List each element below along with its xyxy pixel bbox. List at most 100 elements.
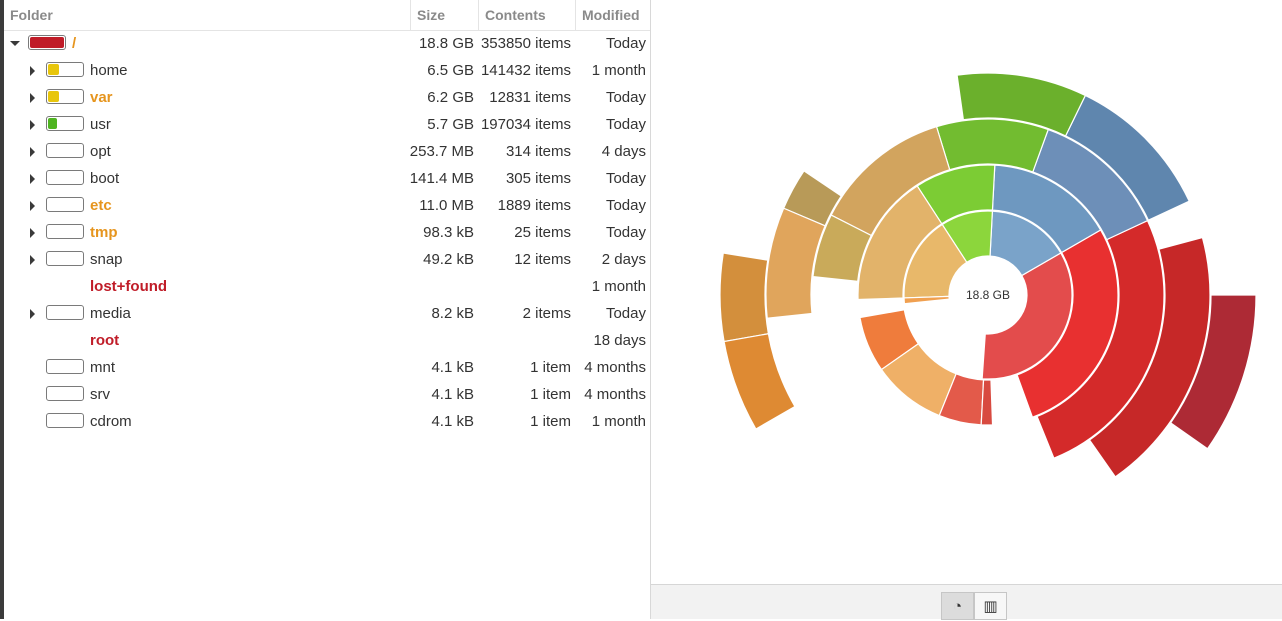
ring-segment[interactable] (903, 295, 950, 305)
ring-segment[interactable] (1064, 94, 1190, 221)
folder-size: 4.1 kB (431, 413, 474, 430)
tree-row[interactable]: opt 253.7 MB 314 items 4 days (4, 138, 650, 165)
column-header-contents[interactable]: Contents (478, 0, 575, 30)
folder-contents: 2 items (522, 305, 571, 322)
expander-closed-icon[interactable] (26, 138, 40, 165)
expander-closed-icon[interactable] (26, 192, 40, 219)
ring-segment[interactable] (1088, 236, 1211, 478)
folder-name: cdrom (90, 413, 132, 430)
usage-bar (46, 251, 84, 266)
ring-segment[interactable] (765, 207, 826, 319)
tree-row[interactable]: home 6.5 GB 141432 items 1 month (4, 57, 650, 84)
ring-segment[interactable] (980, 379, 994, 426)
tree-row[interactable]: boot 141.4 MB 305 items Today (4, 165, 650, 192)
ring-segment[interactable] (880, 342, 957, 417)
ring-segment[interactable] (981, 252, 1073, 380)
expander-closed-icon[interactable] (26, 300, 40, 327)
chart-center-label: 18.8 GB (966, 288, 1010, 302)
tree-header: Folder Size Contents Modified (4, 0, 650, 31)
expander-closed-icon[interactable] (26, 111, 40, 138)
usage-bar (46, 62, 84, 77)
usage-bar (46, 413, 84, 428)
folder-modified: 4 days (601, 143, 646, 160)
usage-bar (46, 386, 84, 401)
folder-modified: Today (605, 197, 646, 214)
tree-row[interactable]: media 8.2 kB 2 items Today (4, 300, 650, 327)
folder-size: 5.7 GB (427, 116, 474, 133)
ring-segment[interactable] (782, 170, 843, 227)
folder-size: 6.5 GB (427, 62, 474, 79)
expander-closed-icon[interactable] (26, 84, 40, 111)
ring-segment[interactable] (941, 210, 994, 264)
ring-chart-button[interactable]: ◔ (941, 592, 974, 620)
tree-row[interactable]: / 18.8 GB 353850 items Today (4, 30, 650, 57)
folder-modified: 1 month (591, 278, 646, 295)
ring-segment[interactable] (719, 252, 770, 343)
folder-name: etc (90, 197, 112, 214)
expander-closed-icon[interactable] (26, 165, 40, 192)
ring-chart-pane[interactable]: 18.8 GB (651, 0, 1282, 584)
folder-name: usr (90, 116, 111, 133)
treemap-button[interactable]: ▥ (974, 592, 1007, 620)
folder-tree-view[interactable]: Folder Size Contents Modified / 18.8 GB 35… (4, 0, 650, 619)
folder-size: 49.2 kB (423, 251, 474, 268)
folder-modified: 1 month (591, 62, 646, 79)
tree-row[interactable]: var 6.2 GB 12831 items Today (4, 84, 650, 111)
folder-modified: Today (605, 170, 646, 187)
treemap-icon: ▥ (983, 598, 998, 615)
tree-row[interactable]: lost+found 1 month (4, 273, 650, 300)
tree-row[interactable]: snap 49.2 kB 12 items 2 days (4, 246, 650, 273)
usage-bar-fill (30, 37, 64, 48)
folder-size: 4.1 kB (431, 386, 474, 403)
ring-segment[interactable] (916, 164, 996, 225)
ring-segment[interactable] (991, 164, 1102, 254)
ring-segment[interactable] (956, 72, 1087, 137)
ring-segment[interactable] (723, 333, 796, 430)
ring-segment[interactable] (1032, 128, 1149, 241)
column-header-modified[interactable]: Modified (575, 0, 650, 30)
pane-divider[interactable] (650, 0, 651, 619)
tree-row[interactable]: tmp 98.3 kB 25 items Today (4, 219, 650, 246)
ring-segment[interactable] (812, 214, 873, 282)
expander-closed-icon[interactable] (26, 246, 40, 273)
ring-segment[interactable] (935, 118, 1049, 173)
folder-size: 8.2 kB (431, 305, 474, 322)
chart-center[interactable] (950, 257, 1026, 333)
ring-segment[interactable] (989, 210, 1062, 277)
usage-bar (46, 197, 84, 212)
tree-row[interactable]: mnt 4.1 kB 1 item 4 months (4, 354, 650, 381)
expander-closed-icon[interactable] (26, 219, 40, 246)
ring-segment[interactable] (1169, 294, 1257, 450)
tree-row[interactable]: etc 11.0 MB 1889 items Today (4, 192, 650, 219)
ring-segment[interactable] (1036, 219, 1165, 459)
usage-bar-fill (48, 64, 60, 75)
ring-segment[interactable] (1016, 229, 1119, 418)
tree-row[interactable]: root 18 days (4, 327, 650, 354)
folder-modified: 1 month (591, 413, 646, 430)
folder-name: root (90, 332, 120, 349)
folder-name: var (90, 89, 113, 106)
folder-name: lost+found (90, 278, 168, 295)
folder-modified: Today (605, 305, 646, 322)
ring-segment[interactable] (857, 185, 943, 301)
folder-name: tmp (90, 224, 118, 241)
ring-segment[interactable] (859, 309, 920, 371)
usage-bar (46, 143, 84, 158)
ring-chart[interactable]: 18.8 GB (651, 0, 1282, 584)
folder-size: 18.8 GB (418, 35, 474, 52)
ring-segment[interactable] (830, 125, 951, 237)
tree-row[interactable]: cdrom 4.1 kB 1 item 1 month (4, 408, 650, 435)
expander-closed-icon[interactable] (26, 57, 40, 84)
column-header-folder[interactable]: Folder (10, 7, 53, 23)
folder-contents: 141432 items (480, 62, 571, 79)
usage-bar (46, 224, 84, 239)
column-header-size[interactable]: Size (410, 0, 478, 30)
folder-contents: 1 item (530, 413, 571, 430)
expander-open-icon[interactable] (8, 30, 22, 57)
ring-segment[interactable] (938, 373, 985, 426)
folder-modified: 2 days (601, 251, 646, 268)
tree-row[interactable]: srv 4.1 kB 1 item 4 months (4, 381, 650, 408)
ring-segment[interactable] (903, 223, 968, 299)
tree-row[interactable]: usr 5.7 GB 197034 items Today (4, 111, 650, 138)
folder-name: boot (90, 170, 120, 187)
